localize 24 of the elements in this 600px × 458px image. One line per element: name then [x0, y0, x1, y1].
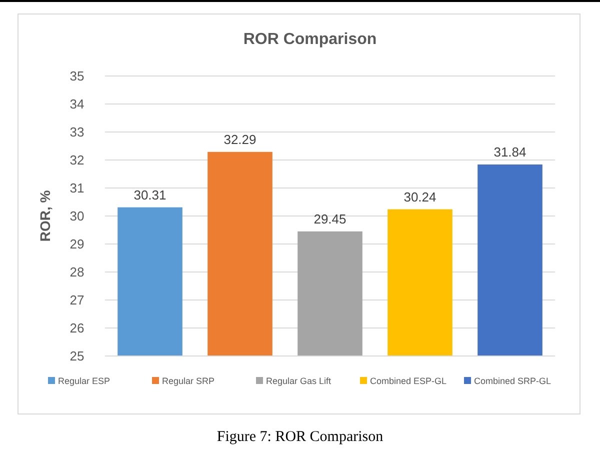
legend-label: Regular SRP: [162, 376, 215, 386]
legend-label: Regular ESP: [58, 376, 110, 386]
y-tick-label: 32: [70, 152, 84, 168]
legend-label: Regular Gas Lift: [266, 376, 332, 386]
y-tick-label: 26: [70, 320, 84, 336]
data-label: 30.31: [134, 187, 166, 202]
y-axis-title: ROR, %: [37, 190, 53, 242]
data-label: 32.29: [224, 132, 256, 147]
chart-title: ROR Comparison: [243, 31, 377, 48]
caption: Figure 7: ROR Comparison: [216, 429, 384, 445]
y-tick-label: 35: [70, 68, 84, 84]
data-label: 31.84: [494, 144, 526, 160]
y-tick-label: 27: [70, 292, 84, 308]
y-tick-label: 33: [70, 124, 84, 140]
y-tick-label: 30: [70, 208, 84, 224]
y-tick-label: 25: [70, 348, 84, 364]
y-tick-label: 29: [70, 236, 84, 252]
y-tick-label: 34: [70, 96, 84, 112]
legend-label: Combined SRP-GL: [474, 376, 552, 386]
y-tick-label: 28: [70, 264, 84, 280]
data-label: 30.24: [404, 189, 436, 204]
legend-label: Combined ESP-GL: [370, 376, 447, 386]
data-label: 29.45: [314, 211, 346, 226]
y-tick-label: 31: [70, 180, 84, 196]
